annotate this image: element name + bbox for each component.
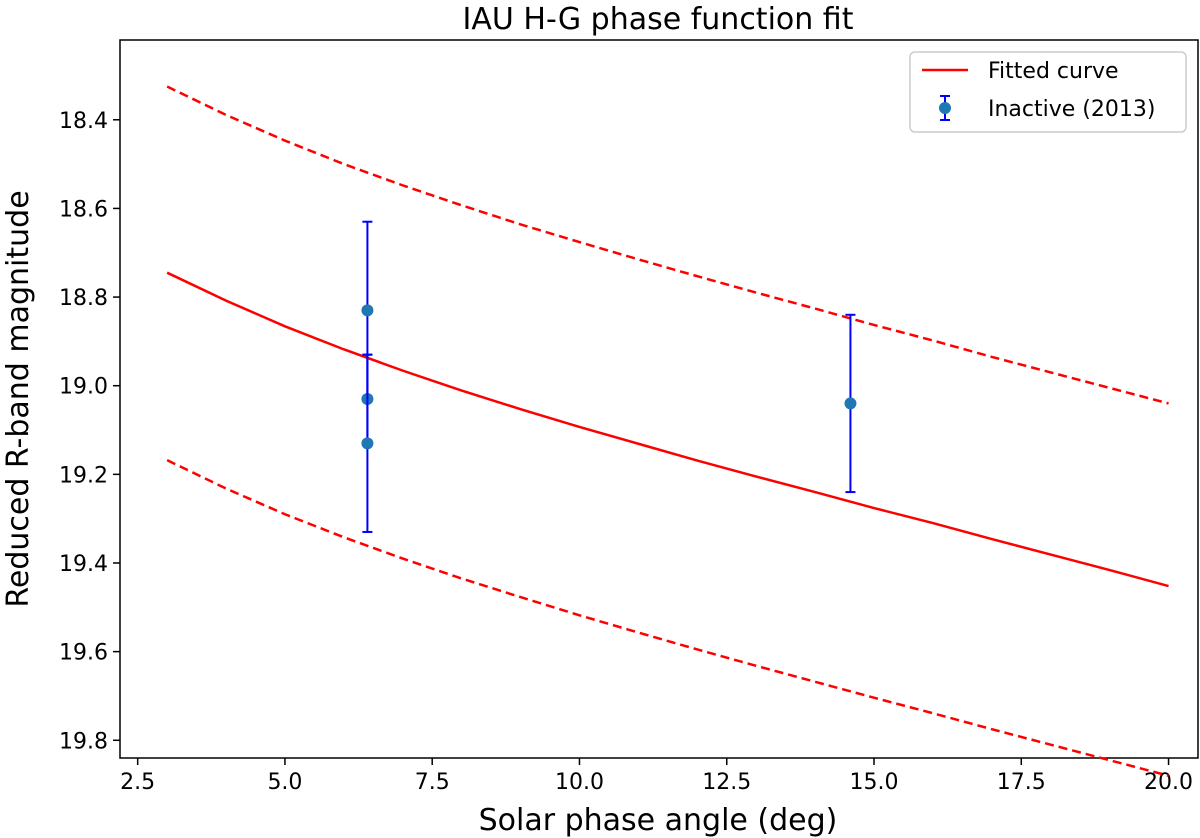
x-axis-title: Solar phase angle (deg) [479, 803, 838, 838]
y-tick-label: 19.8 [59, 729, 108, 754]
data-point-with-errorbar [844, 313, 857, 494]
chart-title: IAU H-G phase function fit [463, 2, 854, 37]
x-axis: 2.5 5.0 7.5 10.0 12.5 15.0 17.5 20.0 [120, 758, 1193, 795]
y-axis: 18.4 18.6 18.8 19.0 19.2 19.4 19.6 19.8 [59, 109, 120, 754]
y-tick-label: 18.4 [59, 109, 108, 134]
data-point-with-errorbar [361, 353, 374, 533]
plot-frame [119, 39, 1199, 759]
legend-label-fitted-curve: Fitted curve [988, 59, 1119, 84]
lower-bound-dashed-line [166, 459, 1169, 777]
y-tick-label: 19.4 [59, 552, 108, 577]
y-axis-title: Reduced R-band magnitude [1, 190, 36, 607]
x-tick-label: 2.5 [120, 770, 155, 795]
curve-layer [166, 85, 1169, 777]
fitted-curve-line [166, 271, 1169, 588]
x-tick-label: 17.5 [997, 770, 1046, 795]
y-tick-label: 18.8 [59, 286, 108, 311]
x-tick-label: 20.0 [1144, 770, 1193, 795]
x-tick-label: 10.0 [555, 770, 604, 795]
legend-errorbar-swatch [939, 95, 951, 121]
y-tick-label: 19.6 [59, 641, 108, 666]
x-tick-label: 5.0 [267, 770, 302, 795]
legend: Fitted curve Inactive (2013) [909, 51, 1187, 133]
x-tick-label: 12.5 [702, 770, 751, 795]
y-tick-label: 19.2 [59, 463, 108, 488]
x-tick-label: 15.0 [850, 770, 899, 795]
y-tick-label: 18.6 [59, 197, 108, 222]
upper-bound-dashed-line [166, 85, 1169, 405]
legend-box [909, 51, 1187, 133]
plot-area [119, 39, 1199, 759]
legend-label-inactive-2013: Inactive (2013) [988, 97, 1155, 122]
y-tick-label: 19.0 [59, 375, 108, 400]
x-tick-label: 7.5 [415, 770, 450, 795]
point-layer [361, 220, 857, 533]
